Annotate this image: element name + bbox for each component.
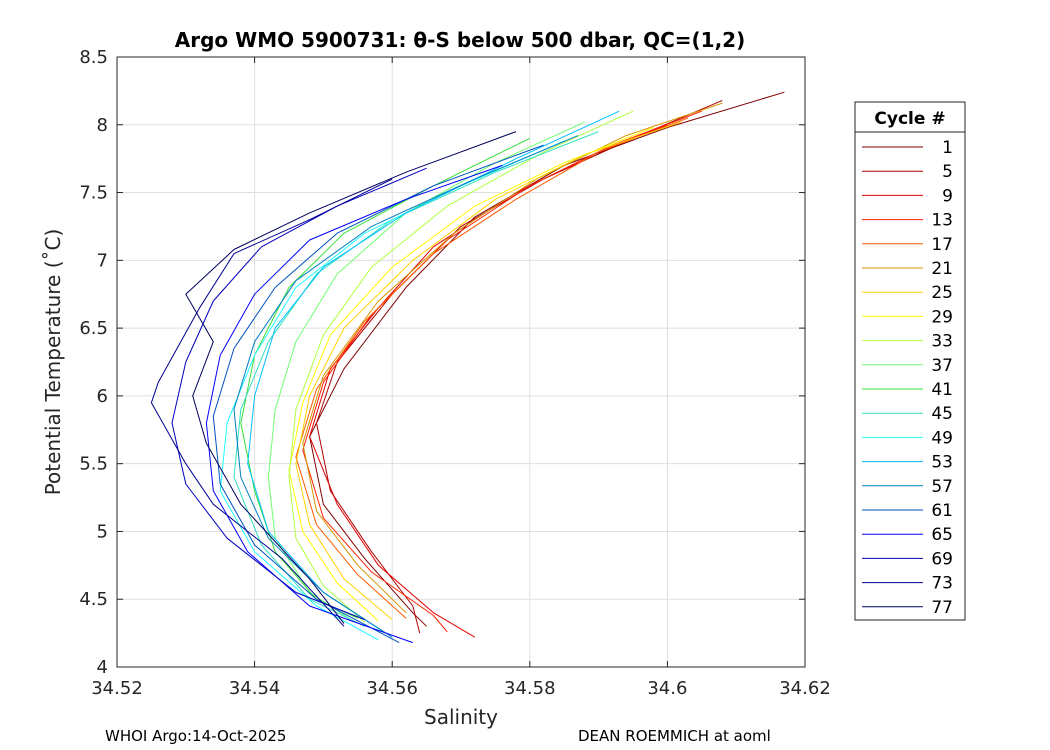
series-line-cycle-41 (240, 137, 531, 619)
y-axis-label: Potential Temperature (˚C) (41, 229, 65, 496)
series-line-cycle-57 (233, 135, 579, 638)
x-tick-labels: 34.52 34.54 34.56 34.58 34.6 34.62 (91, 678, 831, 699)
legend-label-9: 9 (942, 186, 953, 206)
y-tick-labels: 4 4.5 5 5.5 6 6.5 7 7.5 8 8.5 (79, 47, 108, 678)
y-tick-label: 4 (97, 657, 108, 678)
series-line-cycle-5 (316, 99, 723, 634)
y-tick-label: 4.5 (79, 589, 108, 610)
series-line-cycle-73 (150, 178, 393, 627)
y-tick-label: 8 (97, 115, 108, 136)
x-tick-label: 34.6 (647, 678, 687, 699)
legend: Cycle # 1 5 9 13 17 21 25 29 33 37 41 45 49 53 57 61 65 6… (854, 101, 966, 621)
legend-entries: 1 5 9 13 17 21 25 29 33 37 41 45 49 53 57 61 65 69 73 77 (862, 138, 953, 618)
series-line-cycle-17 (295, 117, 689, 619)
y-tick-label: 5.5 (79, 454, 108, 475)
legend-label-5: 5 (942, 162, 953, 182)
legend-label-49: 49 (931, 428, 953, 448)
x-tick-label: 34.56 (366, 678, 418, 699)
y-tick-label: 6 (97, 386, 108, 407)
series-line-cycle-21 (302, 102, 723, 614)
x-axis-label: Salinity (424, 705, 498, 729)
legend-label-53: 53 (931, 453, 953, 473)
series-line-cycle-29 (288, 127, 654, 622)
x-tick-label: 34.62 (779, 678, 831, 699)
legend-label-73: 73 (931, 574, 953, 594)
legend-box (854, 101, 966, 621)
x-tick-label: 34.52 (91, 678, 143, 699)
footer-author: DEAN ROEMMICH at aoml (578, 727, 771, 745)
plot-area (117, 57, 805, 667)
y-tick-label: 6.5 (79, 318, 108, 339)
legend-label-13: 13 (931, 211, 953, 231)
legend-label-61: 61 (931, 501, 953, 521)
chart-title: Argo WMO 5900731: θ-S below 500 dbar, QC… (175, 28, 745, 52)
series-line-cycle-77 (185, 131, 517, 624)
grid (116, 56, 806, 668)
legend-label-65: 65 (931, 525, 953, 545)
y-tick-label: 7 (97, 250, 108, 271)
legend-title: Cycle # (874, 109, 945, 129)
plot-frame (116, 56, 806, 668)
x-tick-label: 34.58 (504, 678, 556, 699)
y-tick-label: 7.5 (79, 183, 108, 204)
series-line-cycle-25 (295, 121, 682, 620)
legend-label-29: 29 (931, 307, 953, 327)
footer-date: WHOI Argo:14-Oct-2025 (105, 727, 286, 745)
series-line-cycle-33 (288, 110, 634, 623)
legend-label-17: 17 (931, 235, 953, 255)
series-lines (150, 91, 785, 644)
legend-label-25: 25 (931, 283, 953, 303)
series-line-cycle-61 (212, 144, 544, 644)
series-line-cycle-69 (171, 167, 427, 621)
y-tick-label: 5 (97, 521, 108, 542)
legend-label-69: 69 (931, 549, 953, 569)
legend-label-77: 77 (931, 598, 953, 618)
series-line-cycle-13 (302, 110, 702, 633)
legend-label-41: 41 (931, 380, 953, 400)
legend-label-45: 45 (931, 404, 953, 424)
series-line-cycle-37 (267, 121, 586, 621)
x-tick-label: 34.54 (229, 678, 281, 699)
legend-label-21: 21 (931, 259, 953, 279)
series-line-cycle-1 (309, 91, 785, 627)
y-tick-label: 8.5 (79, 47, 108, 68)
legend-label-57: 57 (931, 477, 953, 497)
legend-label-37: 37 (931, 356, 953, 376)
legend-label-33: 33 (931, 332, 953, 352)
legend-label-1: 1 (942, 138, 953, 158)
